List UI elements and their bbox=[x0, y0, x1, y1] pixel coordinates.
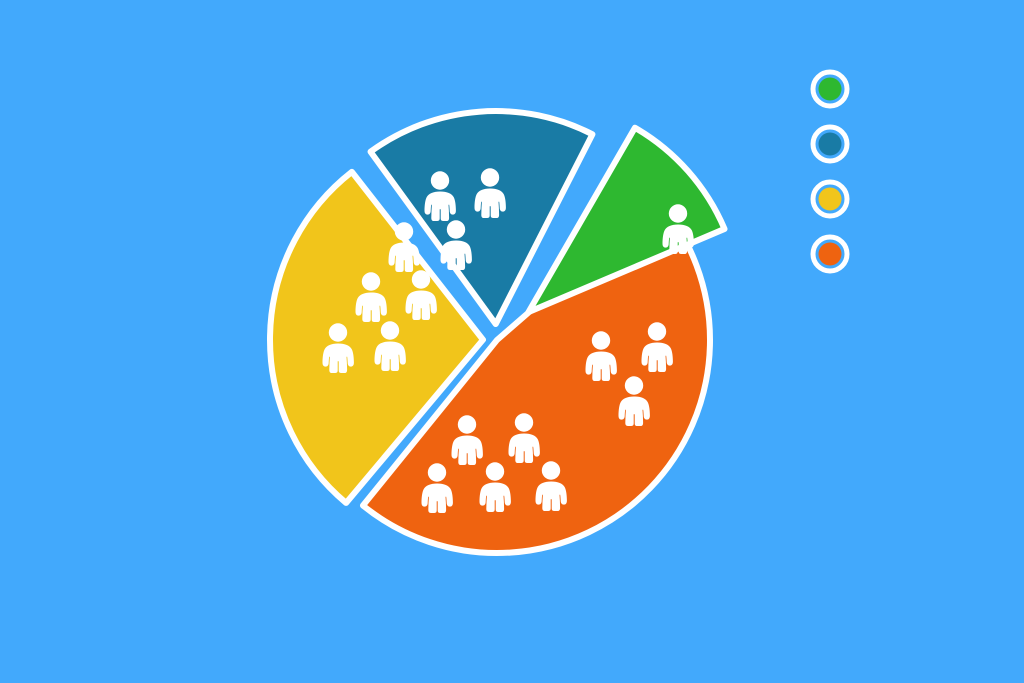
pie-slices bbox=[267, 108, 728, 556]
legend-dot-orange[interactable] bbox=[818, 242, 842, 266]
pie-slice-1[interactable] bbox=[359, 197, 713, 556]
legend-dot-yellow-ring bbox=[810, 179, 850, 219]
legend-dot-teal-ring bbox=[810, 124, 850, 164]
legend-item-3[interactable] bbox=[810, 179, 850, 219]
legend-item-2[interactable] bbox=[810, 124, 850, 164]
pie-slice-3[interactable] bbox=[367, 108, 596, 328]
pie-slice-2[interactable] bbox=[267, 168, 487, 506]
pie-slice-4[interactable] bbox=[525, 124, 728, 316]
legend-dot-teal[interactable] bbox=[818, 132, 842, 156]
legend-dot-green[interactable] bbox=[818, 77, 842, 101]
legend-dot-orange-ring bbox=[810, 234, 850, 274]
legend-dot-yellow[interactable] bbox=[818, 187, 842, 211]
legend[interactable] bbox=[810, 69, 850, 274]
legend-item-4[interactable] bbox=[810, 234, 850, 274]
legend-item-1[interactable] bbox=[810, 69, 850, 109]
legend-dot-green-ring bbox=[810, 69, 850, 109]
